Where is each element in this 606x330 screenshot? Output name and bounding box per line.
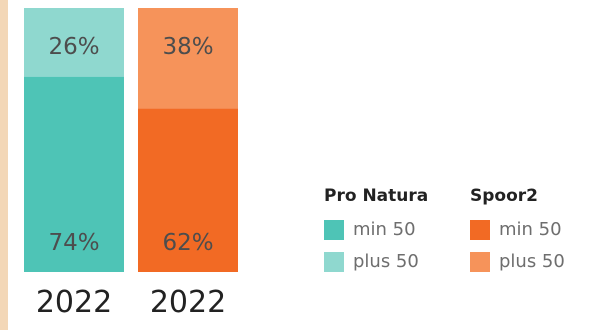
legend-entry: min 50 [470,220,562,240]
legend-title: Spoor2 [470,186,538,206]
legend-label: plus 50 [353,251,419,272]
legend-entry: min 50 [324,220,416,240]
segment-value-label: 26% [48,34,100,60]
legend-swatch [470,252,490,272]
bar-segment-1-0 [138,108,238,272]
left-accent-stripe [0,0,8,330]
bar-segment-0-0 [24,76,124,272]
legend-title: Pro Natura [324,186,429,206]
segment-value-label: 74% [48,230,100,256]
segment-value-label: 38% [162,34,214,60]
legend-label: plus 50 [499,251,565,272]
legend-entry: plus 50 [470,252,565,272]
legend-swatch [470,220,490,240]
legend-label: min 50 [499,219,562,240]
segment-value-label: 62% [162,230,214,256]
bar-segment-0-1 [24,8,124,77]
legend-entry: plus 50 [324,252,419,272]
legend-swatch [324,220,344,240]
category-label: 2022 [35,285,113,320]
bar-segment-1-1 [138,8,238,109]
category-label: 2022 [149,285,227,320]
legend-label: min 50 [353,219,416,240]
legend-swatch [324,252,344,272]
